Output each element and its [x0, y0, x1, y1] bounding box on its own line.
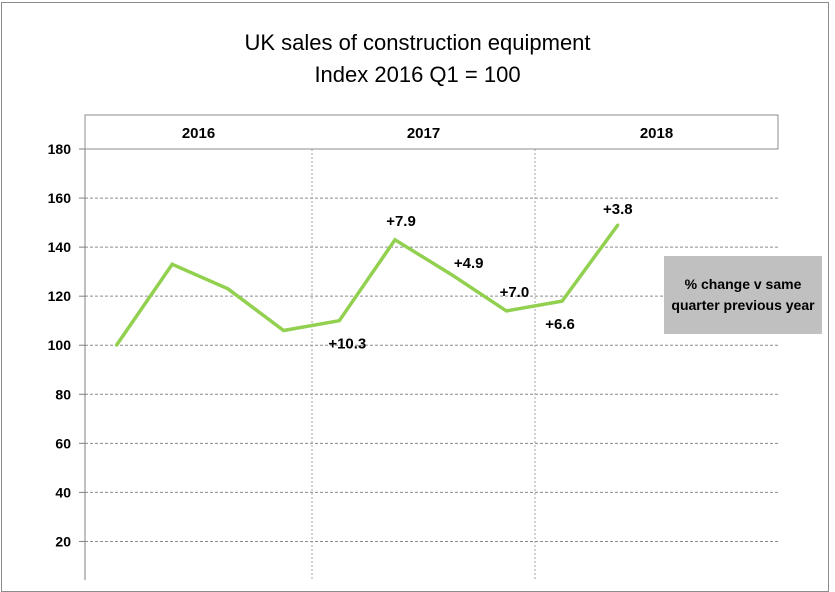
data-point: [282, 329, 286, 333]
data-point: [616, 223, 620, 227]
line-chart: 20 40 60 80 100 120 140 160 180 2016 2017 2018 +10.3…: [48, 114, 779, 580]
y-tick-label: 80: [55, 386, 71, 402]
series-line-index: [115, 223, 620, 347]
data-point: [393, 238, 397, 242]
y-tick-label: 100: [48, 337, 72, 353]
data-point: [226, 287, 230, 291]
y-tick-label: 140: [48, 239, 72, 255]
y-tick-label: 60: [55, 435, 71, 451]
data-point: [449, 272, 453, 276]
data-point: [170, 262, 174, 266]
chart-title: UK sales of construction equipment: [244, 30, 591, 55]
y-tick-label: 40: [55, 484, 71, 500]
data-point: [560, 299, 564, 303]
data-point: [115, 343, 118, 347]
annotation-label: +7.9: [386, 213, 416, 230]
data-point: [504, 309, 508, 313]
chart-subtitle: Index 2016 Q1 = 100: [314, 62, 521, 87]
annotation-label: +3.8: [603, 201, 633, 218]
note-box: % change v same quarter previous year: [664, 256, 822, 334]
year-label-2016: 2016: [182, 125, 215, 142]
annotation-label: +6.6: [545, 316, 575, 333]
annotation-label: +4.9: [454, 255, 484, 272]
y-tick-label: 160: [48, 190, 72, 206]
year-label-2017: 2017: [407, 125, 440, 142]
year-header-band: [84, 114, 779, 150]
data-point: [337, 319, 341, 323]
chart-title-block: UK sales of construction equipment Index…: [0, 27, 835, 91]
year-label-2018: 2018: [640, 125, 673, 142]
y-tick-label: 180: [48, 141, 72, 157]
annotation-label: +7.0: [500, 284, 530, 301]
y-tick-label: 20: [55, 533, 71, 549]
annotation-label: +10.3: [328, 336, 366, 353]
y-tick-label: 120: [48, 288, 72, 304]
